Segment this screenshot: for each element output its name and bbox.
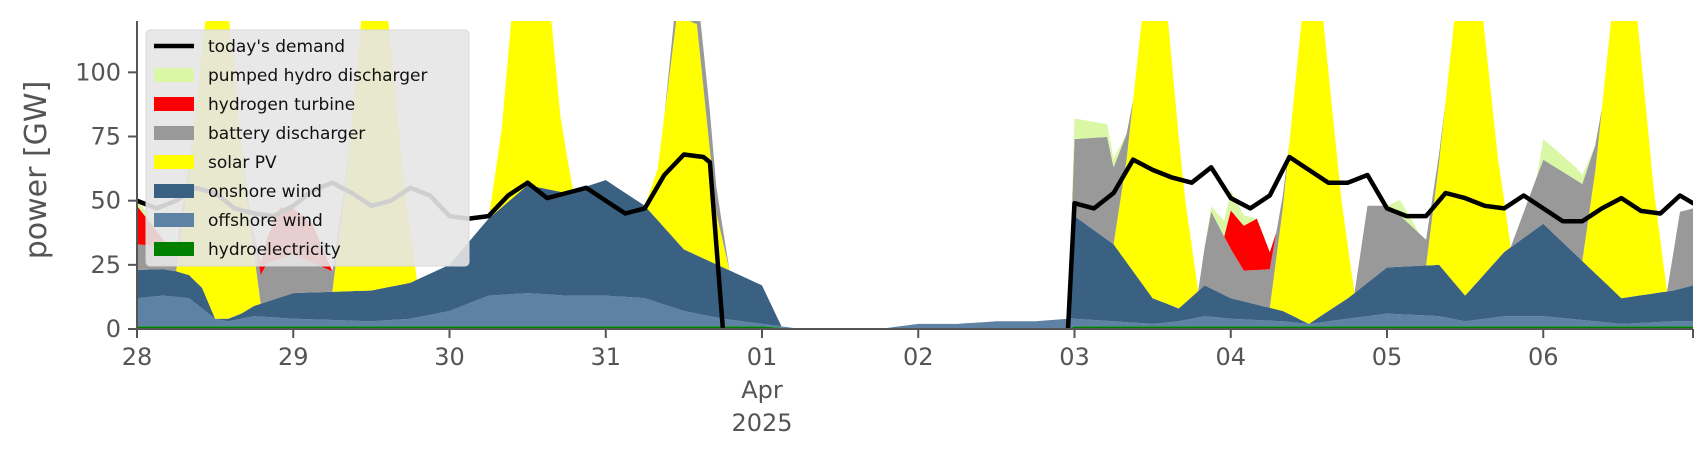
y-tick-label: 50 — [90, 187, 121, 215]
legend-label-today-s-demand: today's demand — [208, 37, 345, 57]
y-tick-label: 0 — [106, 315, 121, 343]
x-tick-label: 30 — [434, 343, 465, 371]
legend-label-battery-discharger: battery discharger — [208, 124, 365, 144]
legend-swatch-solar-pv — [154, 155, 194, 169]
x-tick-label: 02 — [903, 343, 934, 371]
y-tick-label: 25 — [90, 251, 121, 279]
legend-label-onshore-wind: onshore wind — [208, 182, 322, 202]
x-tick-label: 03 — [1059, 343, 1090, 371]
x-sub-label: 2025 — [731, 409, 792, 437]
x-tick-label: 31 — [590, 343, 621, 371]
legend-swatch-hydroelectricity — [154, 242, 194, 256]
y-tick-label: 100 — [75, 58, 121, 86]
x-tick-label: 05 — [1372, 343, 1403, 371]
y-axis-label: power [GW] — [19, 81, 54, 260]
legend-swatch-offshore-wind — [154, 213, 194, 227]
legend-swatch-hydrogen-turbine — [154, 97, 194, 111]
line-today-s-demand-1 — [1065, 154, 1693, 329]
area-solar-pv — [137, 21, 1693, 329]
legend-box — [145, 29, 470, 267]
x-tick-label: 04 — [1215, 343, 1246, 371]
x-tick-label: 06 — [1528, 343, 1559, 371]
legend-label-pumped-hydro-discharger: pumped hydro discharger — [208, 66, 427, 86]
area-onshore-wind — [137, 180, 1693, 329]
area-offshore-wind — [137, 293, 1693, 329]
legend-label-hydrogen-turbine: hydrogen turbine — [208, 95, 355, 115]
axes: 0 25 50 75 100 28 29 30 31 01 Apr 2025 02 03 04 05 06 pow… — [19, 21, 1694, 437]
legend-label-solar-pv: solar PV — [208, 153, 277, 173]
x-tick-label: 28 — [122, 343, 153, 371]
legend-swatch-battery-discharger — [154, 126, 194, 140]
y-tick-label: 75 — [90, 123, 121, 151]
legend-swatch-onshore-wind — [154, 184, 194, 198]
legend-swatch-pumped-hydro-discharger — [154, 68, 194, 82]
x-sub-label: Apr — [741, 376, 783, 404]
x-tick-label: 01 — [747, 343, 778, 371]
legend-label-offshore-wind: offshore wind — [208, 211, 323, 231]
legend: today's demand pumped hydro discharger hyd… — [145, 29, 470, 267]
x-tick-label: 29 — [278, 343, 309, 371]
legend-label-hydroelectricity: hydroelectricity — [208, 240, 341, 260]
